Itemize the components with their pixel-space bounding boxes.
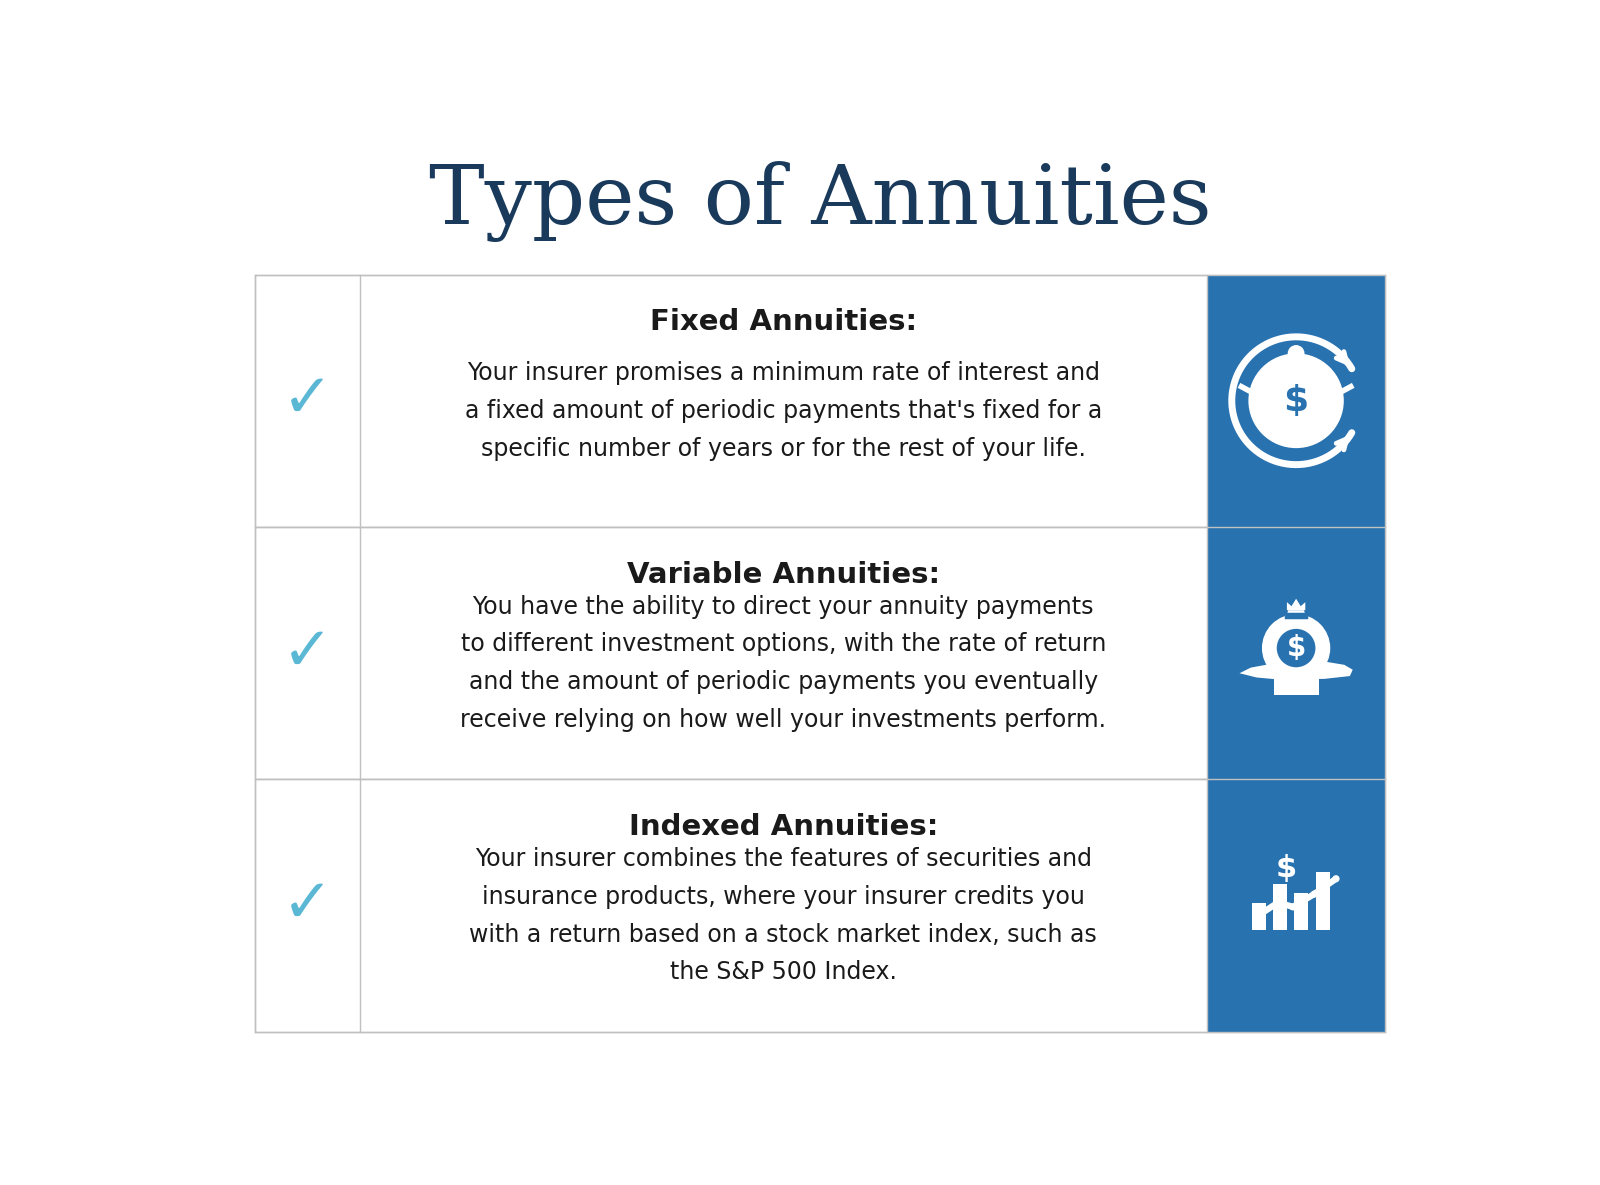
Text: Types of Annuities: Types of Annuities — [429, 161, 1211, 242]
Ellipse shape — [1256, 912, 1262, 918]
Text: Variable Annuities:: Variable Annuities: — [627, 561, 939, 589]
Ellipse shape — [1312, 891, 1317, 897]
FancyBboxPatch shape — [1317, 872, 1330, 930]
FancyBboxPatch shape — [1206, 275, 1386, 527]
FancyBboxPatch shape — [1274, 675, 1318, 694]
Text: Fixed Annuities:: Fixed Annuities: — [650, 308, 917, 337]
Text: ✓: ✓ — [282, 371, 333, 430]
FancyBboxPatch shape — [254, 275, 1386, 527]
FancyBboxPatch shape — [254, 780, 1386, 1032]
Ellipse shape — [1250, 354, 1342, 447]
FancyBboxPatch shape — [1206, 780, 1386, 1032]
Ellipse shape — [1333, 876, 1339, 882]
Ellipse shape — [1290, 904, 1296, 910]
Ellipse shape — [1288, 346, 1304, 361]
FancyBboxPatch shape — [1294, 892, 1309, 930]
Text: ✓: ✓ — [282, 623, 333, 683]
Ellipse shape — [1275, 899, 1282, 905]
Text: ✓: ✓ — [282, 876, 333, 935]
FancyBboxPatch shape — [254, 527, 1386, 780]
Text: Your insurer promises a minimum rate of interest and
a fixed amount of periodic : Your insurer promises a minimum rate of … — [464, 361, 1102, 461]
Text: Indexed Annuities:: Indexed Annuities: — [629, 813, 938, 841]
Text: You have the ability to direct your annuity payments
to different investment opt: You have the ability to direct your annu… — [461, 595, 1106, 732]
Polygon shape — [1286, 598, 1306, 610]
Text: $: $ — [1283, 384, 1309, 418]
FancyBboxPatch shape — [1274, 884, 1286, 930]
Ellipse shape — [1275, 627, 1317, 668]
Text: $: $ — [1286, 634, 1306, 662]
Text: $: $ — [1275, 854, 1298, 883]
Text: Your insurer combines the features of securities and
insurance products, where y: Your insurer combines the features of se… — [469, 847, 1098, 985]
Ellipse shape — [1262, 615, 1330, 681]
Polygon shape — [1240, 662, 1352, 679]
FancyBboxPatch shape — [1291, 351, 1301, 357]
FancyBboxPatch shape — [1206, 527, 1386, 780]
FancyBboxPatch shape — [1251, 903, 1266, 930]
Polygon shape — [1285, 610, 1307, 620]
